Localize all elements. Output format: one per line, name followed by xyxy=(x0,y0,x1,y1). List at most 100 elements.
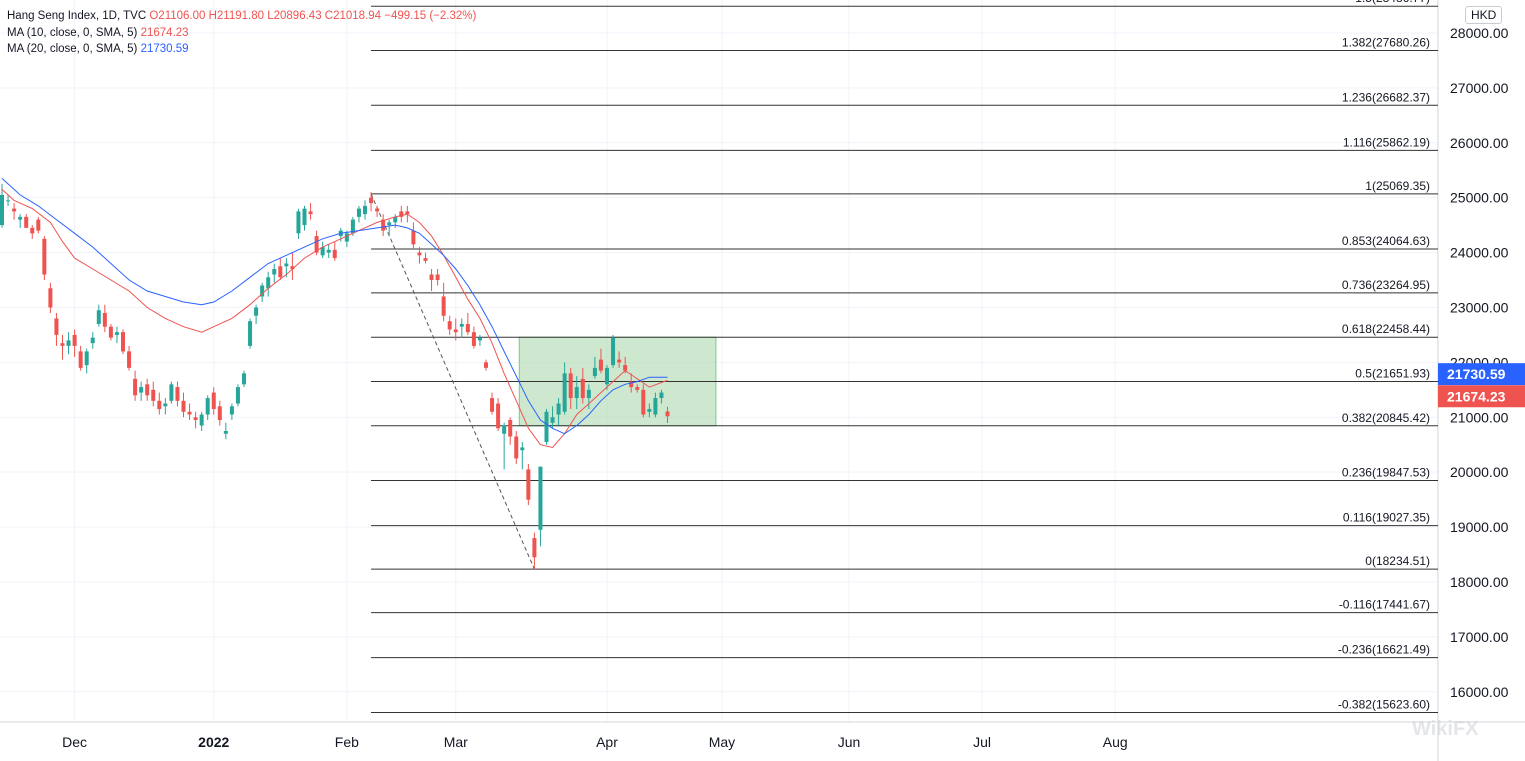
fib-level-label: 1.382(27680.26) xyxy=(1342,35,1430,49)
x-tick-label: Jul xyxy=(973,734,991,750)
candle-body xyxy=(665,411,670,417)
candle-body xyxy=(623,365,628,371)
candle-body xyxy=(544,411,549,442)
legend-ma10-row[interactable]: MA (10, close, 0, SMA, 5) 21674.23 xyxy=(7,25,476,42)
candle-body xyxy=(496,403,501,429)
candle-body xyxy=(284,263,289,267)
candle-body xyxy=(399,211,404,217)
fib-level-label: 1.236(26682.37) xyxy=(1342,90,1430,104)
fib-level-label: 0(18234.51) xyxy=(1365,554,1430,568)
fib-trend-line xyxy=(370,193,535,570)
candle-body xyxy=(12,208,17,212)
candle-body xyxy=(508,420,513,437)
candle-body xyxy=(169,384,174,401)
candle-body xyxy=(375,208,380,212)
candle-body xyxy=(411,230,416,245)
candle-body xyxy=(556,403,561,415)
candle-body xyxy=(24,216,29,228)
fib-level-label: 1.116(25862.19) xyxy=(1343,135,1430,149)
fib-level-label: 0.116(19027.35) xyxy=(1343,511,1430,525)
candle-body xyxy=(223,431,228,434)
candle-body xyxy=(574,387,579,399)
candle-body xyxy=(127,351,132,368)
candle-body xyxy=(490,398,495,412)
candle-body xyxy=(653,398,658,415)
candle-body xyxy=(562,373,567,412)
candle-body xyxy=(320,247,325,256)
candle-body xyxy=(387,222,392,226)
candle-body xyxy=(423,258,428,261)
fib-level-label: -0.236(16621.49) xyxy=(1338,643,1430,657)
candle-body xyxy=(163,403,168,407)
candle-body xyxy=(477,337,482,341)
candle-body xyxy=(350,219,355,234)
candle-body xyxy=(459,323,464,327)
x-tick-label: May xyxy=(709,734,735,750)
candle-body xyxy=(471,332,476,346)
legend-symbol: Hang Seng Index, 1D, TVC xyxy=(7,10,147,22)
candle-body xyxy=(84,351,89,366)
candle-body xyxy=(181,400,186,412)
candle-body xyxy=(187,411,192,415)
candle-body xyxy=(108,326,113,338)
y-tick-label: 19000.00 xyxy=(1450,519,1509,535)
candle-body xyxy=(199,414,204,426)
x-tick-label: Mar xyxy=(444,734,468,750)
candle-body xyxy=(296,211,301,234)
candle-body xyxy=(254,307,259,316)
legend-ma10-label: MA (10, close, 0, SMA, 5) xyxy=(7,26,138,39)
candle-body xyxy=(363,205,367,215)
candle-body xyxy=(302,208,307,226)
candle-body xyxy=(0,194,4,226)
candle-body xyxy=(211,392,216,410)
candle-body xyxy=(502,425,507,434)
fib-level-label: 0.5(21651.93) xyxy=(1355,366,1430,380)
candle-body xyxy=(326,249,331,253)
candle-body xyxy=(54,318,59,335)
candle-body xyxy=(60,343,65,346)
candle-body xyxy=(102,312,107,327)
candle-body xyxy=(235,387,240,404)
candle-body xyxy=(484,362,488,368)
candle-body xyxy=(72,334,77,346)
candle-body xyxy=(90,337,95,344)
candle-body xyxy=(121,332,125,352)
candle-body xyxy=(272,269,277,275)
candle-body xyxy=(580,378,585,399)
candle-body xyxy=(151,389,156,401)
fib-level-label: 0.236(19847.53) xyxy=(1342,466,1430,480)
candle-body xyxy=(344,233,349,242)
candle-body xyxy=(465,323,470,333)
candle-body xyxy=(114,332,119,335)
candle-body xyxy=(369,197,374,204)
y-tick-label: 18000.00 xyxy=(1450,574,1509,590)
x-tick-label: Feb xyxy=(335,734,359,750)
candle-body xyxy=(592,367,597,377)
x-tick-label: Jun xyxy=(838,734,861,750)
candle-body xyxy=(356,208,361,217)
y-tick-label: 20000.00 xyxy=(1450,464,1509,480)
x-tick-label: 2022 xyxy=(198,734,229,750)
candle-body xyxy=(332,249,337,259)
y-tick-label: 26000.00 xyxy=(1450,135,1509,151)
legend-ohlc: O21106.00 H21191.80 L20896.43 C21018.94 … xyxy=(149,10,477,22)
candle-body xyxy=(96,310,101,324)
candle-body xyxy=(30,227,35,234)
fib-level-label: 1.5(28486.77) xyxy=(1355,0,1430,5)
candle-body xyxy=(568,373,573,399)
legend-ma20-label: MA (20, close, 0, SMA, 5) xyxy=(7,43,138,55)
legend-ma20-value: 21730.59 xyxy=(140,43,189,55)
legend-ma20-row[interactable]: MA (20, close, 0, SMA, 5) 21730.59 xyxy=(7,41,476,58)
y-tick-label: 24000.00 xyxy=(1450,245,1509,261)
y-tick-label: 25000.00 xyxy=(1450,190,1509,206)
currency-badge[interactable]: HKD xyxy=(1465,6,1503,24)
y-tick-label: 28000.00 xyxy=(1450,25,1509,41)
candle-body xyxy=(266,277,271,289)
candle-body xyxy=(417,252,422,256)
fib-level-label: -0.116(17441.67) xyxy=(1339,598,1430,612)
ma20-line xyxy=(1,178,668,435)
fib-level-label: 0.736(23264.95) xyxy=(1342,278,1430,292)
candle-body xyxy=(647,409,652,412)
candle-body xyxy=(217,406,222,421)
